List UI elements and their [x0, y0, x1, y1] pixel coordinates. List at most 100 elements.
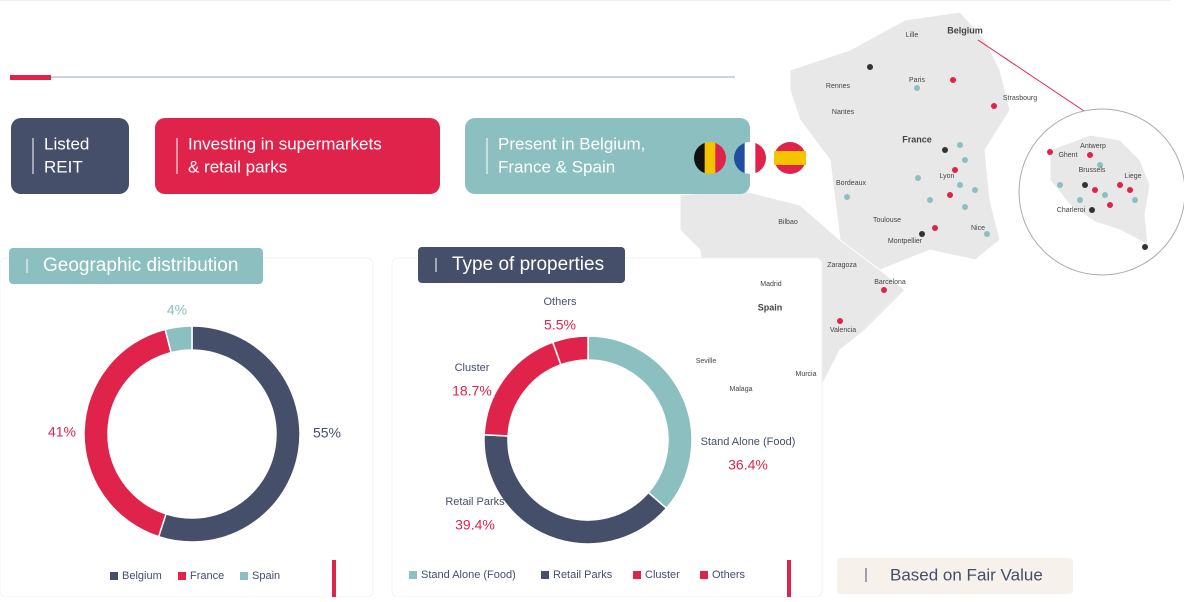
map-dot — [1117, 182, 1123, 188]
map-label: Liege — [1124, 173, 1141, 180]
footnote: Based on Fair Value — [890, 565, 1043, 584]
legend-label: Stand Alone (Food) — [421, 569, 516, 581]
legend-swatch — [633, 571, 641, 579]
legend-swatch — [110, 572, 118, 580]
map-label: Ghent — [1058, 152, 1077, 159]
map-dot — [844, 194, 850, 200]
legend-label: Cluster — [645, 569, 680, 581]
value-label: 55% — [313, 425, 341, 441]
badge-text: Investing in supermarkets — [188, 134, 382, 153]
map-label: Valencia — [830, 327, 856, 334]
map-dot — [919, 231, 925, 237]
chart-title: Geographic distribution — [43, 255, 238, 276]
map-dot — [984, 231, 990, 237]
map-dot — [915, 175, 921, 181]
segment-name: Others — [543, 296, 577, 308]
map-dot — [957, 182, 963, 188]
chart-title-box — [418, 247, 625, 283]
badge-text: REIT — [44, 157, 83, 176]
footnote-box — [837, 558, 1073, 594]
map-dot — [1087, 152, 1093, 158]
badge-text: France & Spain — [498, 157, 615, 176]
legend-swatch — [178, 572, 186, 580]
map-dot — [962, 204, 968, 210]
map-dot — [927, 197, 933, 203]
legend-swatch — [700, 571, 708, 579]
map-dot — [1097, 162, 1103, 168]
badge — [11, 118, 129, 194]
badge — [465, 118, 750, 194]
map-label: Spain — [758, 302, 783, 312]
map-label: France — [902, 134, 932, 144]
map-label: Bilbao — [778, 219, 798, 226]
map-label: Rennes — [826, 83, 851, 90]
map-dot — [881, 287, 887, 293]
map-dot — [1089, 207, 1095, 213]
flag-stripe — [694, 142, 705, 174]
belgium-shape — [1049, 134, 1151, 246]
legend-swatch — [409, 571, 417, 579]
map-label: Murcia — [795, 371, 816, 378]
map-label: Bordeaux — [836, 180, 866, 187]
header-accent — [10, 75, 51, 80]
flag-stripe — [774, 151, 806, 165]
segment-name: Cluster — [455, 362, 490, 374]
map-dot — [950, 77, 956, 83]
map-dot — [1082, 182, 1088, 188]
map-dot — [972, 187, 978, 193]
map-label: Charleroi — [1057, 207, 1086, 214]
flag-stripe — [734, 142, 745, 174]
legend-swatch — [541, 571, 549, 579]
flag-stripe — [745, 142, 756, 174]
map-dot — [991, 103, 997, 109]
donut-segment — [551, 335, 589, 366]
map-label: Lille — [906, 32, 919, 39]
legend-label: Retail Parks — [553, 569, 613, 581]
map-label: Nantes — [832, 109, 855, 116]
badge — [155, 118, 440, 194]
chart-title: Type of properties — [452, 254, 604, 275]
value-label: 39.4% — [455, 517, 495, 533]
legend-label: France — [190, 570, 224, 582]
map-dot — [932, 225, 938, 231]
map-label: Brussels — [1079, 167, 1106, 174]
map-label: Lyon — [940, 173, 955, 180]
map-label: Strasbourg — [1003, 95, 1037, 102]
map-dot — [957, 142, 963, 148]
accent-bar — [332, 560, 336, 597]
map-dot — [1047, 149, 1053, 155]
badge-text: Listed — [44, 134, 89, 153]
map-label: Seville — [696, 358, 717, 365]
map-label: Paris — [909, 77, 925, 84]
map-dot — [1077, 197, 1083, 203]
segment-name: Stand Alone (Food) — [701, 436, 796, 448]
legend-label: Others — [712, 569, 746, 581]
map-dot — [1057, 182, 1063, 188]
segment-name: Retail Parks — [445, 496, 505, 508]
value-label: 18.7% — [452, 383, 492, 399]
donut-segment — [164, 325, 193, 354]
map-dot — [867, 64, 873, 70]
value-label: 4% — [167, 302, 187, 318]
map-dot — [1092, 187, 1098, 193]
map-dots — [765, 64, 1148, 324]
map-label: Zaragoza — [827, 262, 857, 269]
legend-label: Belgium — [122, 570, 162, 582]
badge-text: & retail parks — [188, 157, 287, 176]
map-label: Antwerp — [1080, 143, 1106, 150]
map-label: Malaga — [730, 386, 753, 393]
map-label: Montpellier — [888, 238, 923, 245]
map-dot — [952, 167, 958, 173]
flag-stripe — [705, 142, 716, 174]
map-dot — [837, 318, 843, 324]
value-label: 5.5% — [544, 317, 576, 333]
map-dot — [1107, 202, 1113, 208]
map-label: Madrid — [760, 281, 782, 288]
map-dot — [1142, 244, 1148, 250]
map-label: Nice — [971, 225, 985, 232]
map-dot — [1102, 192, 1108, 198]
map-dot — [962, 157, 968, 163]
map-label: Toulouse — [873, 217, 901, 224]
zoom-line — [977, 39, 1091, 116]
